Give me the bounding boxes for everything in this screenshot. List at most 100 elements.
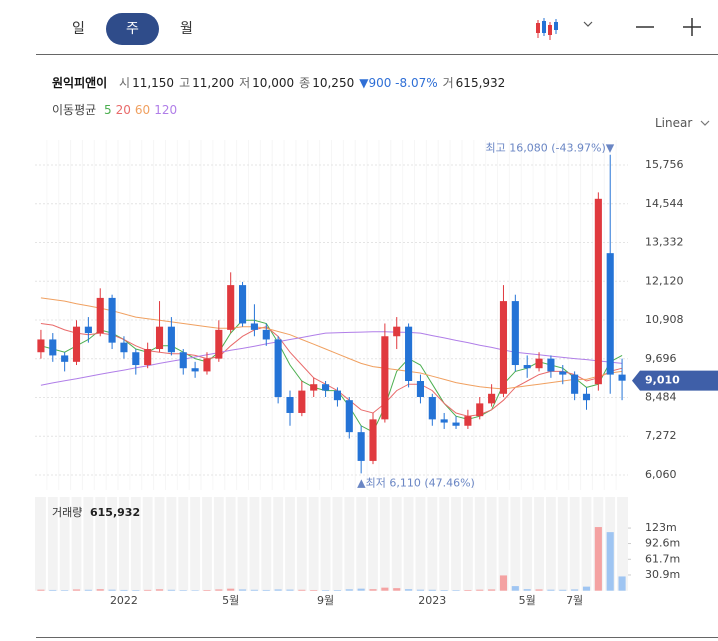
legend-entry: 60 [134, 103, 151, 117]
quote-label: 저 [239, 76, 251, 90]
candle-body [582, 393, 591, 401]
volume-bar [488, 589, 496, 591]
scale-selector[interactable]: Linear [655, 116, 710, 130]
candle-body [132, 352, 140, 366]
candle-body [476, 403, 484, 417]
candle-body [535, 358, 543, 369]
volume-bar [310, 589, 318, 591]
legend-entry: 120 [154, 103, 178, 117]
toolbar [536, 18, 701, 40]
candle-body [298, 390, 306, 413]
candle-body [547, 358, 555, 372]
volume-bar [405, 589, 413, 591]
candle-body [357, 432, 365, 461]
candle-body [96, 297, 104, 334]
candle-body [416, 381, 425, 397]
volume-bar [203, 589, 211, 591]
period-tab[interactable]: 월 [180, 21, 193, 37]
volume-bar [84, 589, 92, 591]
ma-title: 이동평균 [52, 103, 97, 117]
candle-body [452, 422, 460, 426]
volume-bar [120, 589, 128, 591]
volume-bar [155, 589, 164, 591]
candle-body [250, 323, 258, 330]
y-tick-label: 123m [645, 521, 677, 534]
zoom-in-button[interactable] [683, 18, 701, 36]
volume-bar [357, 588, 365, 591]
volume-bar [582, 586, 591, 591]
volume-bar [464, 589, 472, 591]
volume-bar [286, 589, 294, 591]
candle-body [238, 285, 247, 324]
candle-body [488, 393, 496, 404]
volume-bar [108, 589, 116, 591]
volume-bar [262, 589, 270, 591]
volume-bar [523, 589, 531, 591]
quote-change: ▼900 -8.07% [359, 76, 438, 90]
candle-body [72, 326, 81, 362]
candle-body [511, 301, 519, 366]
volume-bar [559, 589, 567, 591]
candle-body [84, 326, 92, 334]
candle-body [179, 352, 187, 369]
candle-body [120, 342, 128, 353]
volume-bar [322, 590, 330, 591]
candle-body [333, 390, 341, 401]
x-tick-label: 5월 [222, 594, 239, 607]
candle-body [191, 368, 199, 372]
y-tick-label: 61.7m [645, 552, 680, 565]
volume-bar [274, 589, 282, 591]
ma-line [40, 319, 623, 433]
divider [36, 54, 718, 55]
candle-body [286, 396, 294, 413]
volume-bar [37, 589, 45, 591]
y-tick-label: 13,332 [645, 236, 684, 249]
candle-body [155, 326, 164, 350]
quote-label: 거 [442, 76, 454, 90]
quote-value: 11,150 [132, 76, 175, 90]
volume-bar [369, 589, 377, 591]
volume-bar [179, 590, 187, 591]
candle-body [37, 339, 45, 353]
volume-bar [72, 589, 81, 591]
candle-body [559, 371, 567, 375]
quote-row: 원익피앤이 시 11,150 고 11,200 저 10,000 종 10,250 ▼900 -… [52, 74, 510, 91]
ma-line [40, 297, 623, 390]
candle-body [369, 419, 377, 461]
max-annotation: 최고 16,080 (-43.97%)▼ [486, 142, 615, 155]
candle-body [49, 339, 57, 356]
candle-body [464, 416, 472, 426]
volume-bar [49, 589, 57, 591]
bottom-divider [36, 637, 718, 638]
dropdown-chevron[interactable] [583, 21, 593, 27]
period-tab[interactable]: 일 [72, 21, 85, 37]
candle-body [227, 285, 235, 330]
chart-type-button[interactable] [536, 18, 558, 40]
period-tab[interactable]: 주 [106, 13, 159, 45]
volume-bar [606, 532, 614, 591]
y-tick-label: 92.6m [645, 537, 680, 550]
candle-body [274, 339, 282, 397]
volume-bar [333, 590, 341, 591]
volume-bar [535, 589, 543, 591]
volume-bar [511, 586, 519, 591]
volume-bar [440, 590, 448, 591]
candle-body [499, 301, 508, 394]
volume-bar [238, 589, 247, 591]
candle-body [381, 336, 389, 420]
volume-bar [428, 589, 436, 591]
stock-name: 원익피앤이 [52, 76, 108, 90]
volume-bar [132, 590, 140, 591]
volume-bar [547, 589, 555, 591]
quote-label: 시 [119, 76, 131, 90]
candle-body [405, 326, 413, 382]
volume-bar [96, 589, 104, 591]
volume-bar [476, 589, 484, 591]
current-price-badge [632, 370, 718, 391]
y-tick-label: 6,060 [645, 468, 677, 481]
volume-bar [298, 589, 306, 591]
y-tick-label: 30.9m [645, 568, 680, 581]
candle-body [203, 358, 211, 372]
ma-line [40, 331, 623, 386]
